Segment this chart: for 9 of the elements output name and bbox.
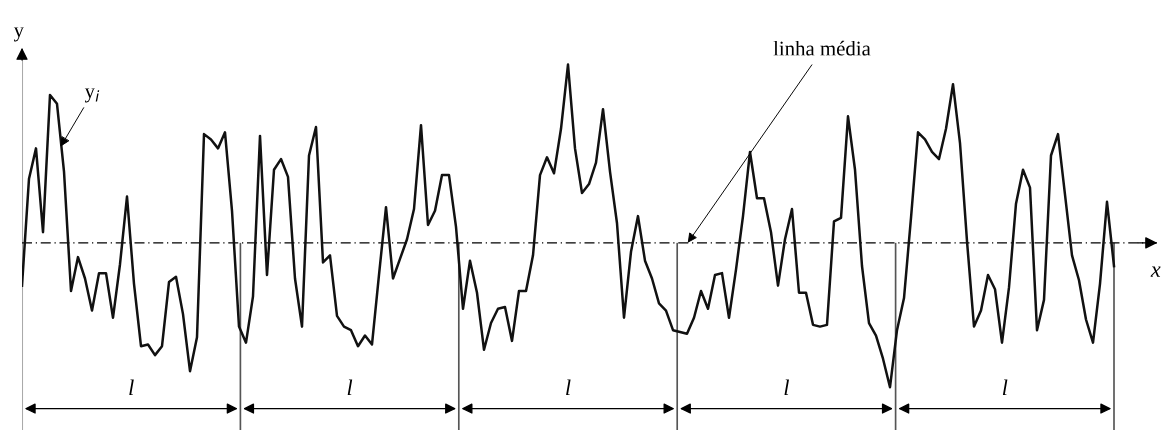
x-axis-title: x [1150,266,1161,277]
text: linha média [773,40,871,56]
annotation: l [1002,379,1008,395]
annotation: y$_{i}$ [84,88,100,103]
annotation: l [347,379,353,395]
annotation: l [129,379,134,395]
annotation: l [566,379,571,395]
y-axis-title: y [13,27,24,42]
annotation: l [784,379,789,395]
